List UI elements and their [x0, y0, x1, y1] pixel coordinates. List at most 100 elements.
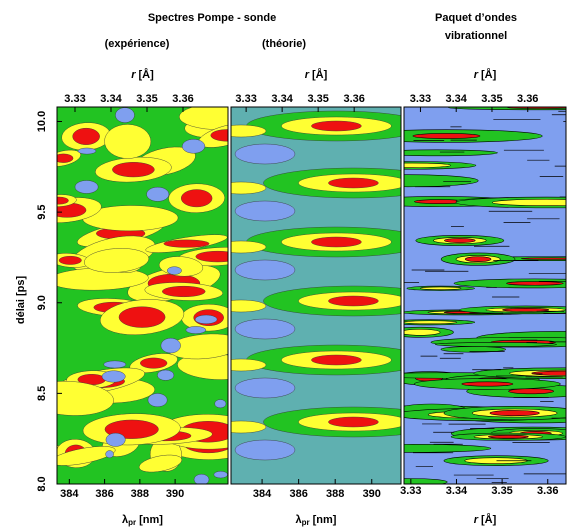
- y-tick-label: 8.0: [36, 476, 48, 491]
- contour-blob: [77, 147, 97, 155]
- contour-blob: [404, 149, 498, 157]
- x2-tick-label: 3.36: [517, 93, 538, 105]
- contour-blob: [488, 434, 529, 439]
- contour-blob: [181, 189, 213, 208]
- x-axis-label: λpr [nm]: [122, 514, 163, 527]
- x2-label-symbol: r: [131, 69, 136, 81]
- x-tick-label: 3.33: [400, 485, 421, 497]
- x-label-unit: [Å]: [481, 513, 497, 526]
- x2-tick-label: 3.33: [235, 93, 256, 105]
- contour-blob: [115, 107, 135, 123]
- y-tick-label: 9.5: [36, 204, 48, 219]
- contour-blob: [162, 285, 206, 298]
- contour-blob: [163, 239, 210, 248]
- contour-plot: [57, 107, 228, 484]
- contour-blob: [182, 139, 206, 154]
- x2-label-unit: [Å]: [312, 68, 328, 81]
- contour-blob: [138, 454, 183, 473]
- contour-blob: [72, 127, 100, 145]
- contour-blob: [104, 124, 152, 159]
- contour-blob: [464, 256, 492, 262]
- x2-label-unit: [Å]: [481, 68, 497, 81]
- x2-tick-label: 3.33: [410, 93, 431, 105]
- x-tick-label: 390: [166, 488, 184, 500]
- contour-blob: [58, 256, 82, 265]
- panel-title: Paquet d’ondes: [435, 12, 517, 24]
- contour-blob: [404, 320, 458, 325]
- x-tick-label: 388: [131, 488, 149, 500]
- contour-blob: [234, 143, 296, 165]
- contour-blob: [420, 286, 462, 290]
- figure-title: Spectres Pompe - sonde: [148, 12, 276, 24]
- contour-blob: [328, 416, 379, 428]
- contour-blob: [404, 162, 451, 168]
- x-label-unit: [nm]: [313, 514, 337, 526]
- contour-blob: [167, 266, 182, 275]
- contour-blob: [214, 399, 227, 409]
- y-tick-label: 8.5: [36, 386, 48, 401]
- x-tick-label: 384: [253, 488, 272, 500]
- contour-blob: [234, 377, 296, 399]
- contour-blob: [101, 370, 126, 383]
- contour-blob: [311, 236, 362, 248]
- contour-blob: [404, 328, 441, 336]
- contour-plot: [404, 107, 566, 484]
- x2-tick-label: 3.36: [343, 93, 364, 105]
- plot-frame: [56, 106, 229, 485]
- x2-axis-label: r [Å]: [474, 68, 497, 81]
- contour-blob: [234, 200, 296, 222]
- contour-blob: [234, 318, 296, 340]
- x-label-symbol: λ: [296, 514, 302, 526]
- x-label-sub: pr: [302, 518, 310, 527]
- contour-blob: [502, 308, 550, 312]
- contour-blob: [489, 410, 540, 417]
- plot-frame: [403, 106, 567, 485]
- x2-tick-label: 3.35: [136, 93, 157, 105]
- contour-blob: [234, 439, 296, 461]
- x-tick-label: 388: [326, 488, 344, 500]
- contour-blob: [157, 369, 175, 381]
- contour-blob: [231, 420, 267, 434]
- contour-blob: [146, 186, 170, 202]
- x2-tick-label: 3.36: [172, 93, 193, 105]
- contour-blob: [57, 446, 116, 466]
- x2-tick-label: 3.35: [481, 93, 502, 105]
- contour-blob: [193, 473, 210, 484]
- x-label-symbol: r: [474, 514, 479, 526]
- contour-blob: [103, 360, 127, 369]
- x2-label-symbol: r: [474, 69, 479, 81]
- contour-blob: [210, 129, 228, 142]
- x-label-unit: [nm]: [139, 514, 163, 526]
- contour-blob: [508, 388, 554, 395]
- contour-blob: [231, 124, 267, 138]
- contour-blob: [311, 354, 362, 366]
- x-tick-label: 386: [289, 488, 307, 500]
- contour-blob: [231, 299, 267, 313]
- contour-blob: [195, 250, 228, 263]
- contour-blob: [491, 198, 566, 207]
- contour-blob: [57, 196, 69, 205]
- x-label-symbol: λ: [122, 514, 128, 526]
- x2-axis-label: r [Å]: [131, 68, 154, 81]
- contour-blob: [328, 295, 379, 307]
- contour-blob: [444, 238, 476, 243]
- contour-blob: [231, 181, 267, 195]
- contour-blob: [112, 162, 155, 178]
- y-tick-label: 9.0: [36, 295, 48, 310]
- contour-blob: [74, 180, 99, 194]
- x-tick-label: 3.36: [537, 485, 558, 497]
- panel-title: vibrationnel: [445, 30, 507, 42]
- contour-blob: [231, 240, 267, 254]
- contour-blob: [160, 337, 181, 354]
- x-axis-label: λpr [nm]: [296, 514, 337, 527]
- x-axis-label: r [Å]: [474, 513, 497, 526]
- contour-blob: [520, 257, 566, 260]
- contour-blob: [311, 120, 362, 132]
- contour-blob: [105, 450, 114, 459]
- contour-blob: [185, 326, 207, 334]
- contour-blob: [140, 357, 168, 369]
- contour-blob: [506, 281, 564, 286]
- x2-tick-label: 3.34: [271, 93, 293, 105]
- x2-axis-label: r [Å]: [305, 68, 328, 81]
